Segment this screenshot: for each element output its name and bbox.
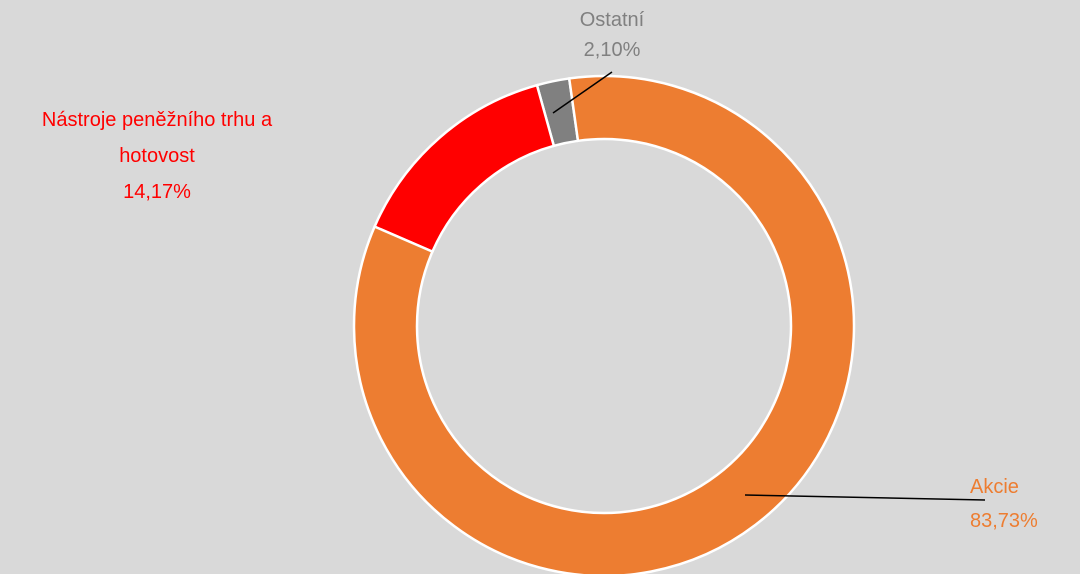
donut-segment (372, 83, 556, 254)
category-label: Ostatní (579, 9, 645, 31)
data-label: Nástroje peněžního trhu a hotovost 14,17… (5, 102, 309, 210)
category-label: Akcie (970, 476, 1019, 498)
leader-line (552, 71, 613, 114)
value-label: 14,17% (123, 181, 191, 203)
value-label: 2,10% (583, 39, 641, 61)
category-label: Nástroje peněžního trhu a hotovost (41, 109, 273, 167)
data-label: Akcie 83,73% (970, 470, 1038, 538)
donut-segment (352, 74, 856, 574)
data-label: Ostatní 2,10% (512, 5, 712, 65)
leader-line (744, 494, 986, 501)
value-label: 83,73% (970, 510, 1038, 532)
